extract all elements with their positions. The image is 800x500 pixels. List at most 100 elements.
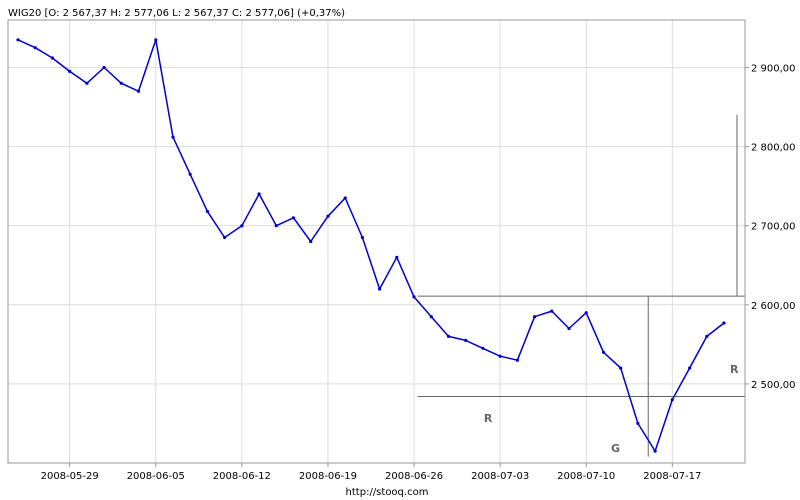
series-point — [636, 421, 640, 425]
series-point — [154, 38, 158, 42]
series-segment — [34, 47, 53, 59]
series-point — [360, 235, 364, 240]
series-segment — [654, 399, 674, 452]
annotation-label: R — [484, 412, 493, 425]
series-point — [601, 350, 606, 354]
x-tick-label: 2008-07-03 — [471, 471, 529, 482]
series-segment — [103, 66, 122, 84]
series-point — [16, 38, 20, 42]
series-segment — [430, 316, 450, 337]
series-point — [498, 354, 502, 358]
series-point — [68, 69, 72, 73]
series-point — [567, 326, 571, 331]
series-segment — [224, 225, 243, 239]
series-segment — [688, 336, 708, 369]
series-segment — [258, 193, 277, 227]
grid — [8, 20, 745, 463]
series-segment — [172, 136, 191, 175]
series-point — [33, 46, 37, 50]
series-point — [705, 334, 709, 338]
x-tick-label: 2008-06-26 — [385, 471, 443, 482]
series-segment — [568, 312, 587, 330]
annotation-label: G — [611, 442, 620, 455]
series-segment — [619, 367, 639, 424]
series-point — [412, 295, 416, 299]
x-tick-label: 2008-06-12 — [213, 471, 271, 482]
series-segment — [120, 82, 139, 92]
source-link[interactable]: http://stooq.com — [346, 487, 429, 498]
series-segment — [671, 367, 691, 401]
series-point — [429, 315, 433, 319]
series-segment — [516, 316, 536, 361]
series-segment — [396, 257, 415, 298]
series-point — [688, 366, 692, 370]
series-segment — [378, 256, 398, 290]
series-segment — [327, 197, 346, 217]
x-axis: 2008-05-29 2008-06-05 2008-06-12 2008-06-19… — [41, 463, 701, 482]
y-axis: 2 500,00 2 600,00 2 700,00 2 800,00 2 900,00 — [745, 63, 796, 391]
series-segment — [637, 423, 656, 452]
series-segment — [51, 57, 71, 72]
series-segment — [482, 347, 501, 357]
series-point — [533, 315, 537, 319]
series-point — [309, 239, 313, 244]
series-point — [481, 346, 485, 350]
series-point — [240, 224, 244, 228]
series-point — [274, 224, 278, 228]
y-tick-label: 2 700,00 — [751, 222, 796, 233]
series-segment — [413, 296, 432, 318]
y-tick-label: 2 900,00 — [751, 63, 796, 74]
series-segment — [585, 312, 605, 353]
x-tick-label: 2008-07-10 — [557, 471, 615, 482]
series-segment — [310, 215, 329, 242]
annotation-lines — [417, 114, 745, 457]
x-tick-label: 2008-07-17 — [643, 471, 701, 482]
series-segment — [499, 355, 518, 361]
series-segment — [292, 217, 312, 242]
series-segment — [361, 237, 381, 290]
series-point — [50, 56, 55, 60]
series-segment — [275, 217, 294, 227]
series-point — [584, 311, 588, 315]
price-series — [16, 38, 726, 453]
series-point — [343, 196, 347, 200]
series-segment — [241, 193, 260, 227]
series-segment — [189, 173, 209, 212]
x-tick-label: 2008-06-05 — [127, 471, 185, 482]
series-point — [257, 192, 261, 196]
y-tick-label: 2 800,00 — [751, 143, 796, 154]
series-point — [136, 89, 141, 93]
series-segment — [465, 339, 484, 349]
series-point — [291, 216, 296, 220]
series-point — [395, 255, 399, 259]
series-segment — [448, 335, 466, 342]
series-point — [102, 65, 106, 70]
y-tick-label: 2 600,00 — [751, 301, 796, 312]
series-point — [119, 81, 123, 85]
x-tick-label: 2008-05-29 — [41, 471, 99, 482]
series-point — [619, 366, 623, 370]
x-tick-label: 2008-06-19 — [299, 471, 357, 482]
series-segment — [69, 70, 88, 84]
series-point — [653, 449, 657, 453]
series-segment — [137, 39, 157, 92]
series-point — [378, 287, 382, 291]
series-point — [326, 214, 330, 218]
annotation-labels: R G R — [484, 363, 739, 455]
series-point — [223, 235, 227, 240]
series-point — [85, 81, 89, 85]
series-segment — [206, 210, 226, 238]
series-point — [670, 398, 674, 402]
series-segment — [706, 322, 725, 337]
series-point — [464, 338, 468, 342]
series-segment — [17, 39, 36, 49]
series-segment — [344, 197, 364, 238]
series-segment — [155, 39, 174, 138]
series-point — [550, 309, 554, 313]
plot-frame — [7, 19, 746, 464]
series-point — [205, 209, 209, 213]
series-point — [722, 321, 726, 325]
